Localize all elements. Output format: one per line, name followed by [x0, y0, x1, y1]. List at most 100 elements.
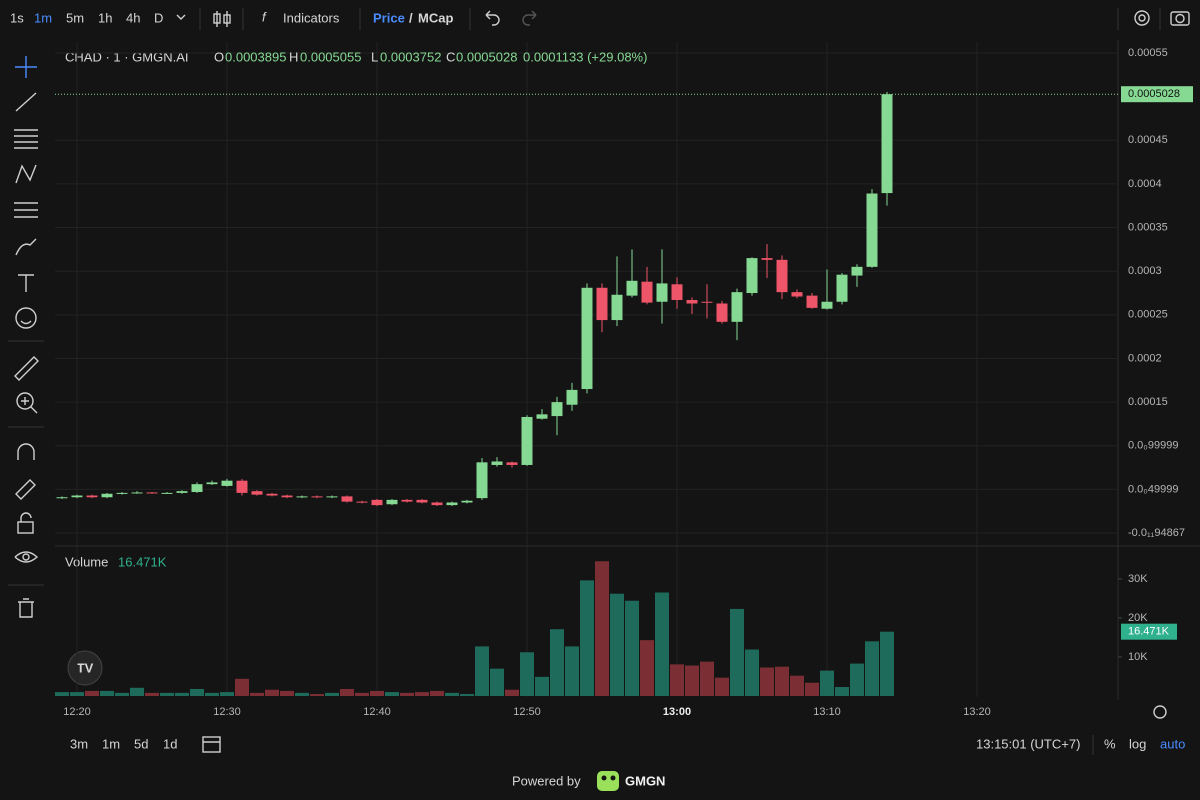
range-button[interactable]: 3m: [70, 736, 88, 751]
x-tick-label: 13:10: [813, 706, 841, 718]
candle-body: [641, 281, 653, 303]
legend-high-label: H: [289, 49, 298, 64]
volume-bar: [415, 692, 429, 696]
pattern-tool[interactable]: [15, 164, 37, 184]
visibility-tool[interactable]: [14, 551, 39, 563]
line-tool[interactable]: [15, 92, 37, 112]
candle-type-button[interactable]: [213, 11, 231, 27]
volume-bar: [865, 641, 879, 696]
percent-toggle[interactable]: %: [1104, 736, 1116, 751]
candle-body: [206, 482, 218, 485]
candle-body: [266, 493, 278, 496]
volume-bar: [460, 694, 474, 696]
screenshot-button[interactable]: [1170, 11, 1190, 26]
candle-body: [311, 496, 323, 498]
interval-button[interactable]: 5m: [66, 10, 84, 25]
fib-tool[interactable]: [14, 129, 38, 149]
volume-bar: [640, 640, 654, 696]
brand: GMGN: [625, 773, 665, 788]
volume-bar: [595, 561, 609, 696]
range-button[interactable]: 1m: [102, 736, 120, 751]
y-tick-label: 0.00025: [1128, 309, 1168, 321]
interval-button[interactable]: 1s: [10, 10, 24, 25]
volume-bar: [205, 692, 219, 696]
candle-body: [116, 492, 128, 494]
emoji-tool[interactable]: [15, 307, 37, 329]
crosshair-tool[interactable]: [15, 56, 37, 78]
candle-body: [161, 492, 173, 494]
volume-bar: [670, 664, 684, 696]
candle-body: [881, 94, 893, 194]
volume-bar: [385, 692, 399, 696]
price-toggle[interactable]: Price: [373, 10, 405, 25]
candle-body: [86, 495, 98, 498]
volume-bar: [190, 688, 204, 696]
settings-button[interactable]: [1134, 10, 1150, 26]
candle-body: [551, 402, 563, 417]
projection-tool[interactable]: [14, 202, 38, 218]
candle-body: [296, 496, 308, 498]
y-tick-label: 0.00015: [1128, 396, 1168, 408]
volume-bar: [730, 608, 744, 696]
candle-body: [686, 300, 698, 304]
candle-body: [866, 193, 878, 267]
lock-tool[interactable]: [17, 512, 34, 534]
volume-bar: [715, 677, 729, 696]
y-tick-label: 0.0003: [1128, 265, 1162, 277]
candle-body: [236, 480, 248, 493]
volume-bar: [430, 690, 444, 696]
candle-body: [476, 462, 488, 499]
lock-drawing-tool[interactable]: [15, 479, 36, 500]
undo-button[interactable]: [485, 10, 500, 26]
volume-bar: [235, 678, 249, 696]
legend-close-label: C: [446, 49, 455, 64]
calendar-button[interactable]: [202, 736, 221, 753]
interval-button[interactable]: 1h: [98, 10, 112, 25]
candle-body: [431, 502, 443, 506]
delete-tool[interactable]: [18, 598, 34, 618]
auto-toggle[interactable]: auto: [1160, 736, 1185, 751]
interval-button[interactable]: D: [154, 10, 163, 25]
powered-by: Powered by: [512, 773, 581, 788]
volume-bar: [340, 688, 354, 696]
range-button[interactable]: 1d: [163, 736, 177, 751]
volume-bar: [820, 670, 834, 696]
candle-body: [416, 499, 428, 503]
candle-body: [326, 496, 338, 498]
volume-bar: [280, 690, 294, 696]
redo-button[interactable]: [522, 10, 537, 26]
volume-bar: [550, 629, 564, 696]
legend-low-label: L: [371, 49, 378, 64]
last-price-badge: [1121, 86, 1193, 103]
volume-bar: [535, 676, 549, 696]
interval-button[interactable]: 4h: [126, 10, 140, 25]
ruler-tool[interactable]: [14, 356, 39, 381]
candle-body: [71, 495, 83, 498]
log-toggle[interactable]: log: [1129, 736, 1146, 751]
candle-body: [761, 258, 773, 260]
volume-bar: [295, 692, 309, 696]
volume-bar: [160, 692, 174, 696]
volume-tick-label: 20K: [1128, 612, 1148, 624]
indicators-button[interactable]: Indicators: [283, 10, 340, 25]
x-tick-label: 13:20: [963, 706, 991, 718]
candle-body: [506, 462, 518, 465]
volume-bar: [445, 692, 459, 696]
magnet-tool[interactable]: [17, 443, 35, 460]
brush-tool[interactable]: [15, 238, 37, 256]
volume-bar: [520, 652, 534, 696]
text-tool[interactable]: [18, 274, 34, 292]
candle-body: [356, 501, 368, 503]
legend-close-value: 0.0005028: [456, 49, 517, 64]
y-tick-label: 0.0₀49999: [1128, 483, 1178, 495]
zoom-tool[interactable]: [16, 392, 38, 414]
range-button[interactable]: 5d: [134, 736, 148, 751]
volume-title: Volume: [65, 554, 108, 569]
drawing-toolbar: [8, 56, 44, 618]
axis-settings-button[interactable]: [1153, 705, 1167, 719]
mcap-toggle[interactable]: MCap: [418, 10, 453, 25]
volume-bar: [700, 661, 714, 696]
interval-button[interactable]: 1m: [34, 10, 52, 25]
volume-bar: [400, 692, 414, 696]
volume-bar: [475, 646, 489, 696]
